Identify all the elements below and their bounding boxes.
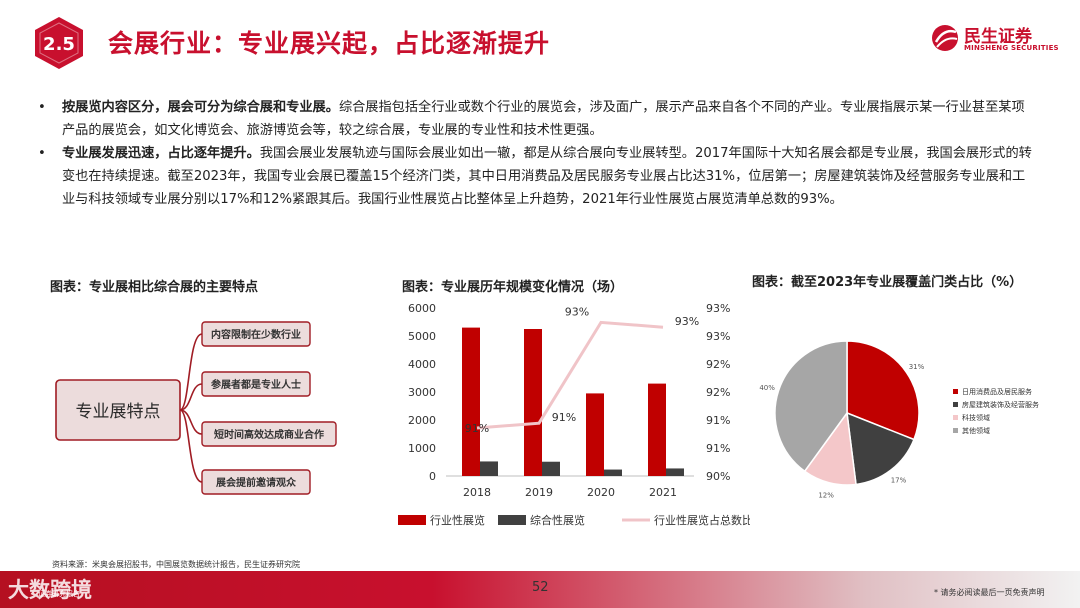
source-note: 资料来源：米奥会展招股书，中国展览数据统计报告，民生证券研究院: [52, 560, 300, 569]
legend-label: 综合性展览: [530, 513, 585, 527]
diagram-item-box: [201, 371, 311, 397]
feature-diagram: 专业展特点 内容限制在少数行业 参展者都是专业人士 短时间高效达成商业合作 展会…: [55, 321, 337, 495]
pie-slice-label: 17%: [891, 476, 907, 484]
bullet-item: • 专业展发展迅速，占比逐年提升。我国会展业发展轨迹与国际会展业如出一辙，都是从…: [38, 142, 1033, 211]
section-badge: 2.5: [35, 17, 83, 69]
x-tick-label: 2020: [587, 486, 615, 499]
y-right-tick-label: 93%: [706, 302, 730, 315]
diagram-item-label: 内容限制在少数行业: [211, 328, 301, 341]
bar-comprehensive: [542, 461, 560, 476]
bar-comprehensive: [480, 461, 498, 476]
diagram-item-label: 短时间高效达成商业合作: [214, 428, 324, 441]
bullet-marker: •: [38, 100, 46, 115]
x-tick-label: 2019: [525, 486, 553, 499]
y-left-tick-label: 0: [429, 470, 436, 483]
pie-slice-label: 31%: [909, 363, 925, 371]
legend-label: 行业性展览: [430, 513, 485, 527]
bullet-text: 综合展指包括全行业或数个行业的展览会，涉及面广，展示产品来自各个不同的产业。专业…: [62, 100, 1025, 138]
y-right-tick-label: 91%: [706, 442, 730, 455]
brand-name-en: MINSHENG SECURITIES: [964, 44, 1059, 52]
diagram-item-box: [201, 321, 311, 347]
page-number: 52: [532, 580, 549, 595]
watermark: 大数跨境: [8, 578, 92, 602]
bullet-marker: •: [38, 146, 46, 161]
legend-label: 行业性展览占总数比: [654, 513, 750, 527]
share-line: [476, 320, 664, 430]
y-right-tick-label: 93%: [706, 330, 730, 343]
diagram-title: 图表：专业展相比综合展的主要特点: [50, 280, 259, 295]
y-left-tick-label: 2000: [408, 414, 436, 427]
bullet-list: • 按展览内容区分，展会可分为综合展和专业展。综合展指包括全行业或数个行业的展览…: [38, 96, 1033, 211]
bar-industry: [648, 383, 666, 476]
bar-chart-title: 图表：专业展历年规模变化情况（场）: [402, 280, 624, 295]
legend-label: 日用消费品及居民服务: [962, 387, 1032, 396]
y-left-tick-label: 1000: [408, 442, 436, 455]
legend-label: 其他领域: [962, 426, 990, 435]
pie-chart: 31% 17% 12% 40% 日用消费品及居民服务房屋建筑装饰及经营服务科技领域其他领…: [759, 340, 1039, 499]
y-right-tick-label: 91%: [706, 414, 730, 427]
legend-swatch: [953, 402, 958, 407]
y-left-tick-label: 5000: [408, 330, 436, 343]
pie-slice: [846, 411, 915, 486]
legend-swatch: [398, 515, 426, 525]
diagram-item-box: [201, 421, 337, 447]
section-number: 2.5: [43, 34, 75, 55]
y-right-tick-label: 90%: [706, 470, 730, 483]
legend-swatch: [953, 389, 958, 394]
y-right-tick-label: 92%: [706, 358, 730, 371]
share-point-label: 91%: [552, 411, 576, 424]
share-point-label: 91%: [465, 422, 489, 435]
y-right-tick-label: 92%: [706, 386, 730, 399]
brand-name: 民生证券: [964, 27, 1032, 47]
bar-industry: [586, 393, 604, 476]
pie-chart-title: 图表：截至2023年专业展覆盖门类占比（%）: [752, 275, 1023, 290]
bar-comprehensive: [666, 468, 684, 476]
footer-bar: [0, 571, 1080, 608]
diagram-item-box: [201, 469, 311, 495]
legend-label: 房屋建筑装饰及经营服务: [962, 400, 1039, 409]
share-point-label: 93%: [675, 315, 699, 328]
y-left-tick-label: 6000: [408, 302, 436, 315]
legend-swatch: [953, 428, 958, 433]
bullet-text: 我国会展业发展轨迹与国际会展业如出一辙，都是从综合展向专业展转型。2017年国际…: [62, 146, 1032, 207]
pie-slice: [846, 340, 920, 441]
bullet-lead: 专业展发展迅速，占比逐年提升。: [62, 146, 260, 161]
pie-slice-label: 40%: [759, 384, 775, 392]
pie-slice: [774, 340, 848, 473]
watermark-small: 证券研究报告: [38, 590, 80, 598]
legend-swatch: [953, 415, 958, 420]
share-point-label: 93%: [565, 305, 589, 318]
x-tick-label: 2021: [649, 486, 677, 499]
bullet-item: • 按展览内容区分，展会可分为综合展和专业展。综合展指包括全行业或数个行业的展览…: [38, 96, 1033, 142]
diagram-center-label: 专业展特点: [76, 402, 161, 422]
x-tick-label: 2018: [463, 486, 491, 499]
bar-industry: [462, 327, 480, 476]
bar-industry: [524, 329, 542, 476]
bar-line-chart: 0 1000 2000 3000 4000 5000 6000 90% 91% 91% 92% 92%…: [398, 302, 750, 527]
y-left-tick-label: 3000: [408, 386, 436, 399]
bullet-lead: 按展览内容区分，展会可分为综合展和专业展。: [62, 100, 339, 115]
y-left-tick-label: 4000: [408, 358, 436, 371]
pie-slice-label: 12%: [818, 491, 834, 499]
bar-comprehensive: [604, 469, 622, 476]
legend-label: 科技领域: [962, 413, 990, 422]
brand-logo-icon: [932, 25, 958, 51]
disclaimer: * 请务必阅读最后一页免责声明: [934, 588, 1045, 597]
page-title: 会展行业：专业展兴起，占比逐渐提升: [108, 29, 551, 58]
diagram-item-label: 参展者都是专业人士: [211, 378, 301, 391]
legend-swatch: [498, 515, 526, 525]
diagram-item-label: 展会提前邀请观众: [216, 476, 297, 489]
